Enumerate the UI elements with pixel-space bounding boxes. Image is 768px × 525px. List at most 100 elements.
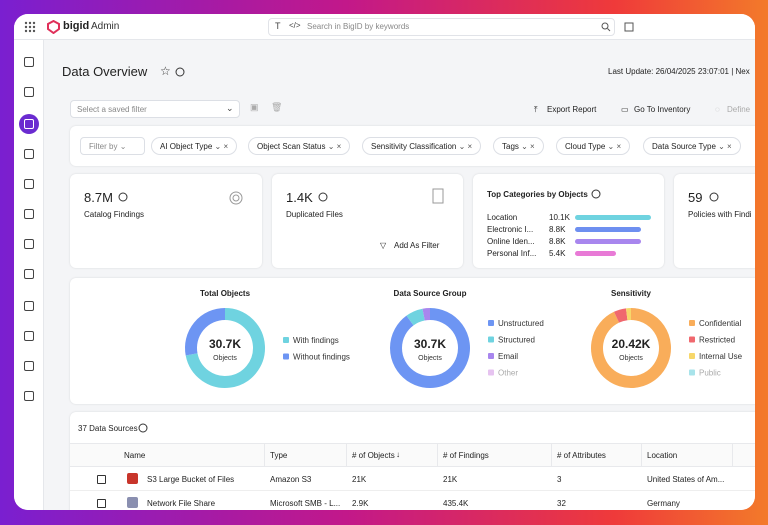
donut-segment: [185, 308, 265, 388]
nav-icon[interactable]: [24, 179, 34, 189]
define[interactable]: Define: [727, 105, 751, 114]
chip-label: Tags: [502, 142, 519, 151]
nav-icon[interactable]: [24, 239, 34, 249]
column-header[interactable]: Name: [124, 451, 146, 460]
filter-chip[interactable]: Tags ⌄ ×: [493, 137, 544, 155]
filter-chip[interactable]: Sensitivity Classification ⌄ ×: [362, 137, 482, 155]
category-value: 8.8K: [549, 225, 566, 234]
column-header[interactable]: # of Attributes: [557, 451, 606, 460]
nav-icon[interactable]: [24, 209, 34, 219]
nav-icon[interactable]: [24, 391, 34, 401]
chip-label: Cloud Type: [565, 142, 606, 151]
filter-chip[interactable]: AI Object Type ⌄ ×: [151, 137, 238, 155]
nav-icon[interactable]: [24, 361, 34, 371]
donut-segment: [390, 308, 470, 388]
column-header[interactable]: # of Findings: [443, 451, 489, 460]
donut-segment: [591, 308, 671, 388]
filter-chip[interactable]: Cloud Type ⌄ ×: [556, 137, 631, 155]
category-value: 5.4K: [549, 249, 566, 258]
nav-icon[interactable]: [24, 269, 34, 279]
chevron: ⌄: [226, 103, 234, 113]
add-as-filter[interactable]: Add As Filter: [394, 241, 440, 250]
logo: bigid: [63, 20, 90, 32]
legend-label: Other: [498, 369, 518, 378]
column-separator: [437, 443, 438, 467]
row-checkbox[interactable]: [97, 499, 106, 508]
saved-filter-select[interactable]: Select a saved filter ⌄: [70, 100, 240, 118]
category-name: Online Iden...: [487, 237, 535, 246]
legend-label: Without findings: [293, 353, 350, 362]
table-cell: Germany: [647, 499, 680, 508]
legend-swatch: [283, 353, 289, 360]
export-report[interactable]: Export Report: [547, 105, 597, 114]
donut-title: Total Objects: [200, 289, 251, 298]
filter-chip[interactable]: Object Scan Status ⌄ ×: [248, 137, 351, 155]
info-icon[interactable]: [591, 189, 601, 199]
category-bar: [575, 251, 616, 256]
nav-icon[interactable]: [24, 119, 34, 129]
nav-icon[interactable]: [24, 87, 34, 97]
legend-swatch: [689, 320, 695, 326]
category-bar: [575, 239, 642, 244]
donut-title: Data Source Group: [394, 289, 467, 298]
table-cell: Microsoft SMB - L...: [270, 499, 341, 508]
help-icon[interactable]: [175, 67, 185, 77]
apps-icon[interactable]: [24, 21, 36, 33]
kpi-value: 8.7M: [84, 190, 113, 205]
table-count: 37 Data Sources: [78, 424, 138, 433]
nav-icon[interactable]: [24, 331, 34, 341]
save-icon[interactable]: ▣: [250, 102, 259, 112]
legend-swatch: [689, 369, 695, 376]
filter-by[interactable]: Filter by ⌄: [80, 137, 145, 155]
column-header[interactable]: Location: [647, 451, 678, 460]
text-icon: T: [275, 21, 281, 31]
info-icon[interactable]: [709, 192, 719, 202]
table-cell[interactable]: S3 Large Bucket of Files: [147, 475, 235, 484]
donut-unit: Objects: [418, 355, 442, 362]
app-window: bigid Admin T </> Search in BigID by key…: [14, 14, 755, 510]
nav-icon[interactable]: [24, 57, 34, 67]
data-sources-table: 37 Data Sources Name Type # of Objects # of…: [70, 412, 755, 510]
legend-label: Structured: [498, 336, 535, 345]
legend-label: Confidential: [699, 319, 741, 328]
legend-label: With findings: [293, 336, 339, 345]
nav-icon[interactable]: [24, 149, 34, 159]
category-name: Location: [487, 213, 518, 222]
nav-icon[interactable]: [24, 301, 34, 311]
saved-filter-placeholder: Select a saved filter: [77, 105, 147, 114]
table-cell: 21K: [443, 475, 458, 484]
chip-label: AI Object Type: [160, 142, 213, 151]
code-icon: </>: [289, 21, 301, 30]
kpi-label: Policies with Findi: [688, 210, 752, 219]
filter-chip[interactable]: Data Source Type ⌄ ×: [643, 137, 741, 155]
chip-icons: ⌄ ×: [456, 142, 473, 151]
filter-icon[interactable]: [624, 22, 634, 32]
chip-label: Data Source Type: [652, 142, 716, 151]
kpi-card: 1.4K Duplicated Files ▽ Add As Filter: [272, 174, 463, 268]
legend-swatch: [283, 337, 289, 343]
kpi-value: 59: [688, 190, 703, 205]
kpi-card: 8.7M Catalog Findings: [70, 174, 262, 268]
column-header[interactable]: # of Objects: [352, 451, 395, 460]
table-cell: 32: [557, 499, 566, 508]
category-value: 10.1K: [549, 213, 570, 222]
legend-label: Internal Use: [699, 352, 743, 361]
go-to-inventory[interactable]: Go To Inventory: [634, 105, 691, 114]
donut-charts: Total Objects With findings Without findin…: [185, 289, 743, 388]
column-separator: [732, 443, 733, 467]
info-icon[interactable]: [138, 423, 148, 433]
row-checkbox[interactable]: [97, 475, 106, 484]
search-placeholder: Search in BigID by keywords: [307, 22, 410, 31]
donut-segment: [422, 308, 431, 321]
kpi-card: 59 Policies with Findi: [674, 174, 755, 268]
legend-swatch: [488, 336, 494, 343]
info-icon[interactable]: [118, 192, 128, 202]
favorite-icon[interactable]: ☆: [160, 64, 171, 78]
delete-icon[interactable]: 🗑: [271, 102, 283, 112]
chip-icons: ⌄ ×: [518, 142, 535, 151]
info-icon[interactable]: [318, 192, 328, 202]
search-box[interactable]: T </> Search in BigID by keywords: [268, 18, 615, 36]
column-header[interactable]: Type: [270, 451, 288, 460]
table-cell[interactable]: Network File Share: [147, 499, 216, 508]
